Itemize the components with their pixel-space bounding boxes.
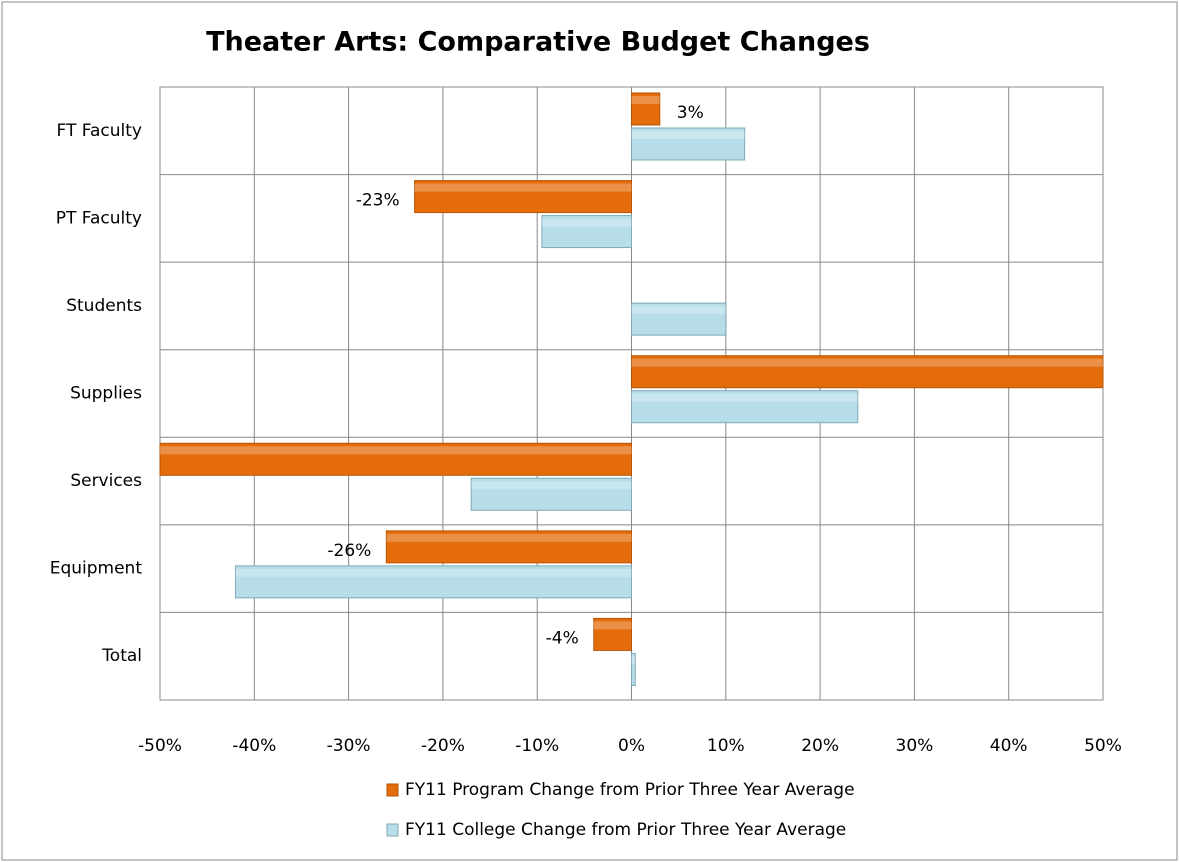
bar-highlight [541,218,632,227]
x-tick-label: 0% [618,736,645,756]
bar [631,652,636,686]
bar-highlight [631,358,1103,367]
y-tick-label: Students [66,296,142,316]
y-tick-label: FT Faculty [57,121,142,141]
bar [541,215,632,249]
bar [631,127,746,161]
bar-highlight [631,96,660,104]
data-label: -4% [546,628,579,648]
bar [414,180,632,214]
x-tick-label: 50% [1084,736,1122,756]
bar [631,390,859,424]
bar [631,355,1104,389]
legend-label: FY11 College Change from Prior Three Yea… [405,820,846,840]
bar-highlight [631,306,726,315]
y-tick-label: Equipment [50,559,143,579]
x-tick-label: 10% [707,736,745,756]
legend-label: FY11 Program Change from Prior Three Yea… [405,780,855,800]
x-tick-label: -40% [232,736,276,756]
bar-highlight [386,533,632,542]
chart-title: Theater Arts: Comparative Budget Changes [206,27,870,58]
data-label: 3% [677,103,704,123]
y-tick-label: Total [101,646,142,666]
y-tick-label: Services [70,471,142,491]
y-tick-label: Supplies [70,384,142,404]
y-tick-label: PT Faculty [56,208,142,228]
x-tick-label: 40% [990,736,1028,756]
bar-highlight [631,393,858,402]
data-label: -23% [356,191,400,211]
data-label: -26% [327,541,371,561]
bar [631,302,727,336]
x-tick-label: -20% [421,736,465,756]
bar [631,92,661,126]
bar [470,477,632,511]
bar [159,442,632,476]
bar [385,530,632,564]
bar-highlight [593,621,632,630]
bar-highlight [414,183,632,192]
x-tick-label: -50% [138,736,182,756]
x-tick-label: -10% [515,736,559,756]
bar-highlight [235,568,632,577]
bar [234,565,632,599]
bar-highlight [160,446,632,455]
x-tick-label: -30% [327,736,371,756]
bar [593,617,633,651]
bar-highlight [631,656,636,665]
legend-swatch [386,783,399,797]
legend-swatch [386,823,399,837]
x-tick-label: 20% [801,736,839,756]
bar-highlight [471,481,632,490]
x-tick-label: 30% [896,736,934,756]
bar-highlight [631,131,745,139]
